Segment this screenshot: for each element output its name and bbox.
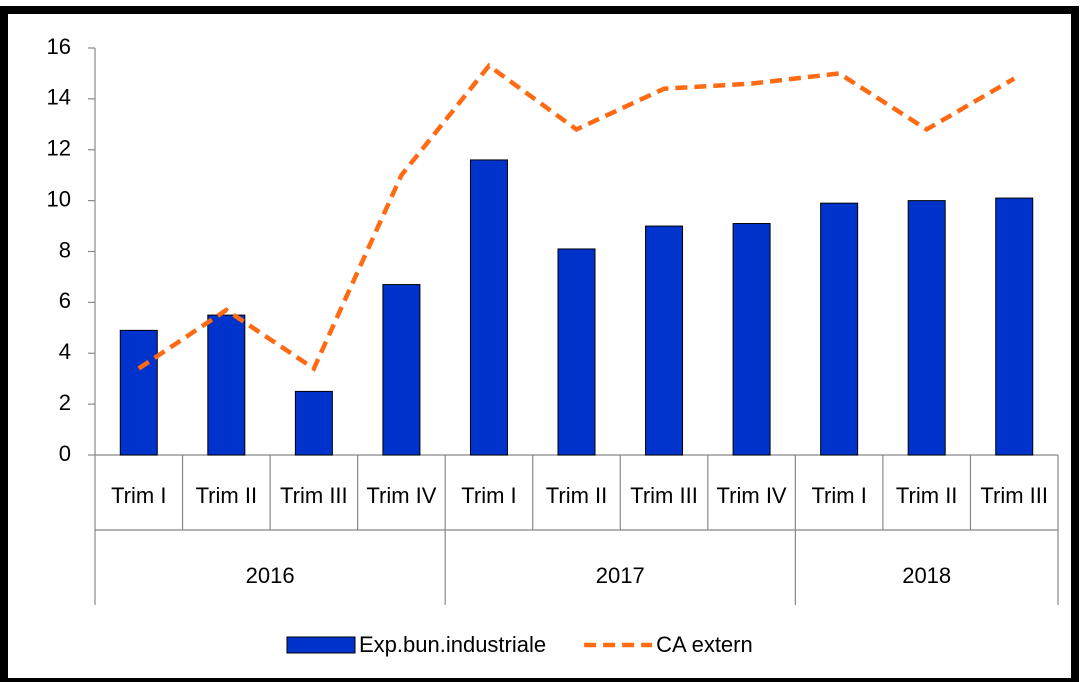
y-tick-label: 14	[47, 85, 71, 110]
y-tick-label: 4	[59, 339, 71, 364]
y-tick-label: 12	[47, 136, 71, 161]
bar	[294, 390, 333, 456]
y-tick-label: 2	[59, 390, 71, 415]
x-tick-label: Trim III	[980, 483, 1048, 508]
x-tick-label: Trim II	[546, 483, 608, 508]
x-tick-label: Trim IV	[717, 483, 787, 508]
group-label: 2016	[246, 563, 295, 588]
bar	[995, 197, 1034, 456]
bar	[119, 329, 158, 456]
bar	[907, 200, 946, 456]
bar	[645, 225, 684, 456]
y-tick-label: 6	[59, 288, 71, 313]
bar	[557, 248, 596, 456]
legend-label: Exp.bun.industriale	[359, 632, 546, 657]
y-tick-label: 0	[59, 441, 71, 466]
chart-frame	[0, 6, 1079, 682]
y-tick-label: 10	[47, 186, 71, 211]
x-tick-label: Trim II	[196, 483, 258, 508]
y-tick-label: 8	[59, 237, 71, 262]
legend-swatch	[286, 636, 356, 654]
bar	[382, 284, 421, 456]
bar	[207, 314, 246, 456]
x-tick-label: Trim I	[811, 483, 866, 508]
x-tick-label: Trim I	[461, 483, 516, 508]
group-label: 2017	[596, 563, 645, 588]
y-tick-label: 16	[47, 34, 71, 59]
line	[137, 62, 1016, 372]
bar	[820, 202, 859, 456]
group-label: 2018	[902, 563, 951, 588]
x-tick-label: Trim I	[111, 483, 166, 508]
bar	[732, 223, 771, 456]
x-tick-label: Trim II	[896, 483, 958, 508]
legend-label: CA extern	[656, 632, 753, 657]
x-tick-label: Trim IV	[366, 483, 436, 508]
bar	[469, 159, 508, 456]
x-tick-label: Trim III	[280, 483, 348, 508]
x-tick-label: Trim III	[630, 483, 698, 508]
